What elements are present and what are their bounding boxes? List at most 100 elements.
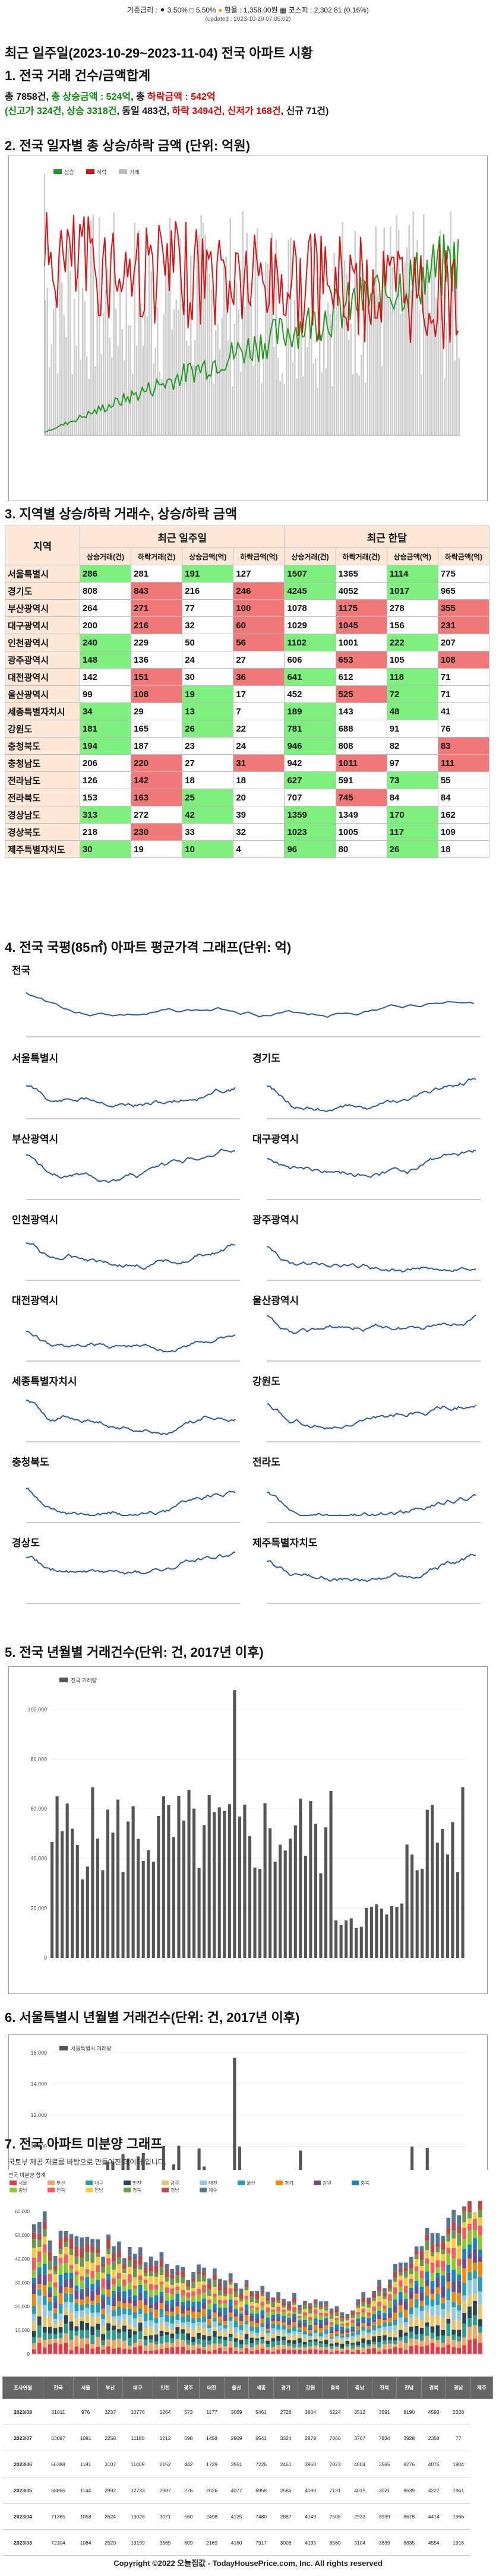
unsold-bar-segment (32, 2306, 36, 2314)
volume-bar (377, 293, 379, 435)
unsold-header: 대전 (199, 2376, 225, 2399)
unsold-bar-segment (292, 2335, 296, 2341)
table-cell: 1078 (284, 599, 336, 617)
unsold-bar-segment (255, 2327, 260, 2333)
unsold-bar-segment (244, 2329, 249, 2334)
unsold-bar-segment (170, 2284, 175, 2289)
volume-bar (165, 266, 167, 435)
unsold-bar-segment (350, 2343, 355, 2345)
national-volume-bar (65, 1803, 69, 1958)
volume-bar (315, 358, 317, 435)
unsold-bar-segment (419, 2266, 424, 2271)
unsold-cell: 4015 (347, 2477, 372, 2504)
unsold-bar-segment (388, 2340, 392, 2344)
unsold-bar-segment (117, 2307, 121, 2316)
unsold-bar-segment (138, 2300, 143, 2309)
unsold-bar-segment (350, 2331, 355, 2333)
unsold-bar-segment (32, 2224, 36, 2233)
table-cell: 19 (131, 840, 183, 858)
volume-bar (412, 211, 414, 435)
unsold-bar-segment (292, 2307, 296, 2312)
unsold-bar-segment (393, 2287, 397, 2295)
unsold-bar-segment (106, 2258, 110, 2265)
volume-bar (304, 324, 306, 435)
price-chart-svg (26, 992, 481, 1037)
unsold-bar-segment (298, 2305, 302, 2308)
unsold-bar-segment (372, 2344, 376, 2349)
unsold-bar-segment (213, 2327, 217, 2331)
table-cell: 36 (233, 668, 285, 686)
unsold-cell: 1058 (73, 2503, 98, 2530)
unsold-bar-segment (276, 2329, 280, 2333)
unsold-bar-segment (383, 2322, 387, 2327)
unsold-bar-segment (117, 2338, 121, 2348)
volume-bar (225, 256, 227, 435)
unsold-bar-segment (165, 2292, 169, 2301)
unsold-bar-segment (303, 2322, 307, 2327)
unsold-bar-segment (80, 2276, 84, 2281)
unsold-bar-segment (186, 2297, 190, 2301)
unsold-bar-segment (165, 2347, 169, 2354)
national-volume-bar (228, 1804, 231, 1958)
table-cell: 207 (437, 634, 490, 651)
unsold-bar-segment (292, 2344, 296, 2348)
unsold-bar-segment (132, 2295, 137, 2300)
unsold-bar-segment (197, 2338, 201, 2345)
unsold-bar-segment (340, 2321, 345, 2324)
unsold-bar-segment (457, 2347, 461, 2354)
unsold-bar-segment (154, 2273, 159, 2277)
volume-bar (204, 234, 206, 435)
unsold-cell: 3565 (372, 2451, 397, 2477)
unsold-bar-segment (197, 2274, 201, 2282)
unsold-bar-segment (191, 2345, 195, 2350)
table-cell: 18 (437, 840, 490, 858)
legend-swatch (238, 2181, 245, 2185)
unsold-bar-segment (85, 2314, 90, 2324)
unsold-cell: 1144 (73, 2477, 98, 2504)
unsold-bar-segment (228, 2294, 233, 2300)
section-1-title: 1. 전국 거래 건수/금액합계 (5, 68, 151, 83)
unsold-bar-segment (340, 2343, 345, 2348)
table-cell: 33 (182, 823, 234, 841)
unsold-bar-segment (478, 2276, 482, 2292)
table-cell: 97 (386, 754, 438, 772)
tick-label: 0 (44, 1955, 47, 1961)
table-cell: 32 (233, 823, 285, 841)
section-7-title: 7. 전국 아파트 미분양 그래프 (5, 2137, 163, 2151)
unsold-bar-segment (318, 2350, 323, 2354)
unsold-bar-segment (419, 2327, 424, 2334)
unsold-bar-segment (403, 2286, 408, 2293)
price-chart-title: 전라도 (252, 1457, 280, 1468)
unsold-bar-segment (244, 2348, 249, 2354)
table-cell: 26 (182, 720, 234, 738)
table-cell: 30 (79, 840, 132, 858)
unsold-bar-segment (403, 2309, 408, 2318)
unsold-bar-segment (345, 2338, 350, 2341)
table-cell: 653 (335, 651, 387, 669)
unsold-bar-segment (403, 2336, 408, 2343)
unsold-bar-segment (217, 2331, 222, 2337)
volume-bar (410, 290, 412, 435)
unsold-bar-segment (308, 2346, 312, 2350)
volume-bar (275, 239, 277, 435)
unsold-bar-segment (143, 2276, 148, 2280)
summary-up-count: (신고가 324건, 상승 3318건 (5, 106, 117, 116)
unsold-bar-segment (223, 2303, 228, 2308)
unsold-bar-segment (414, 2259, 419, 2267)
unsold-bar-segment (260, 2337, 265, 2340)
unsold-cell: 71365 (43, 2503, 74, 2530)
unsold-bar-segment (228, 2316, 233, 2321)
volume-bar (63, 314, 65, 435)
unsold-bar-segment (127, 2255, 132, 2261)
volume-bar (188, 345, 189, 435)
unsold-bar-segment (64, 2302, 68, 2308)
unsold-bar-segment (223, 2324, 228, 2329)
fx-icon: ● (218, 6, 223, 14)
unsold-cell: 1904 (446, 2451, 471, 2477)
unsold-bar-segment (159, 2322, 164, 2331)
unsold-cell: 4149 (298, 2503, 323, 2530)
unsold-bar-segment (403, 2327, 408, 2333)
table-cell: 34 (79, 702, 132, 720)
unsold-bar-segment (42, 2347, 47, 2354)
unsold-bar-segment (430, 2306, 435, 2316)
